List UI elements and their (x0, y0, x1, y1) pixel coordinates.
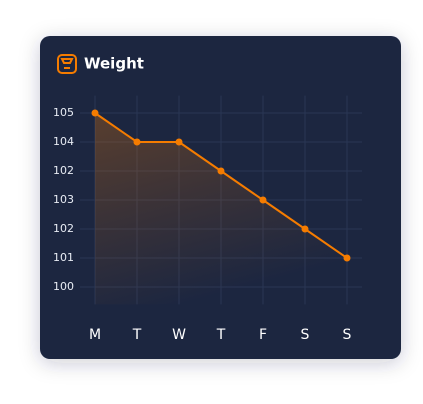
scale-icon (57, 54, 77, 74)
y-tick-label: 102 (53, 164, 74, 177)
data-point (259, 196, 267, 204)
y-tick-label: 104 (53, 135, 74, 148)
y-tick-label: 101 (53, 251, 74, 264)
data-point (91, 109, 99, 117)
y-tick-label: 102 (53, 222, 74, 235)
data-point (217, 167, 225, 175)
x-tick-label: T (132, 327, 142, 343)
data-point (343, 254, 351, 262)
x-tick-label: S (343, 327, 352, 343)
x-tick-label: F (259, 327, 267, 343)
x-tick-label: S (301, 327, 310, 343)
data-point (133, 138, 141, 146)
y-tick-label: 105 (53, 106, 74, 119)
x-tick-label: W (172, 327, 186, 343)
data-point (175, 138, 183, 146)
area-fill (95, 113, 347, 305)
x-tick-label: T (216, 327, 226, 343)
y-tick-label: 103 (53, 193, 74, 206)
data-point (301, 225, 309, 233)
x-tick-label: M (89, 327, 101, 343)
y-tick-label: 100 (53, 280, 74, 293)
chart-title: Weight (84, 55, 144, 73)
